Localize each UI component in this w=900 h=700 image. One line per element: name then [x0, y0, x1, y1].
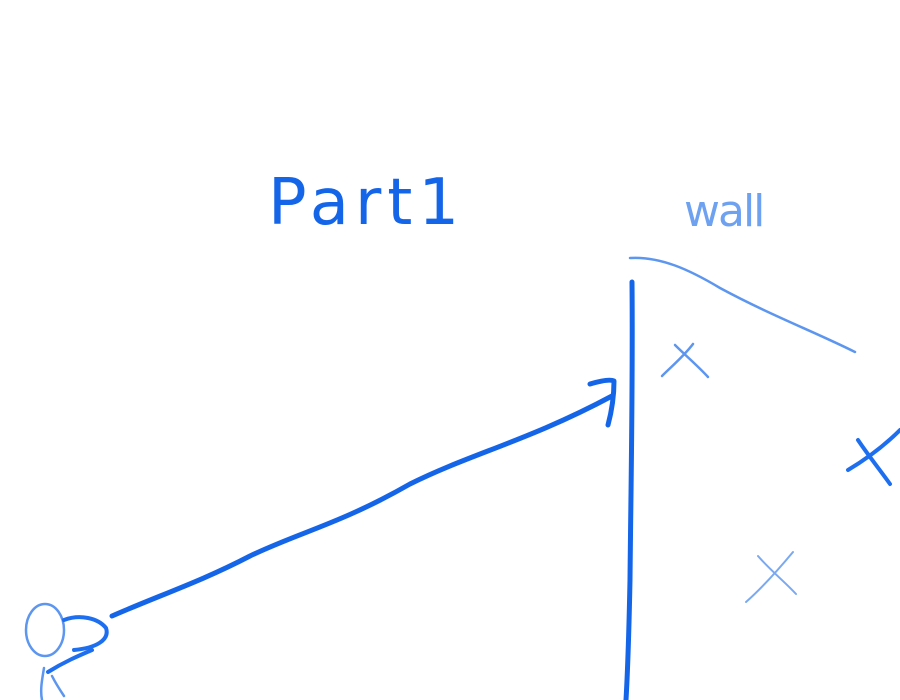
wall-label: wall: [684, 186, 763, 237]
x-mark-icon: [745, 551, 797, 603]
x-mark-icon: [660, 342, 710, 379]
arrow-head-icon: [587, 377, 617, 428]
sensor-icon: [24, 602, 109, 700]
ray-arrow-line: [109, 393, 615, 619]
wall-vertical-line: [623, 279, 635, 700]
part-label: Part1: [268, 166, 465, 240]
x-mark-icon: [846, 428, 900, 486]
wall-top-edge: [628, 256, 857, 354]
